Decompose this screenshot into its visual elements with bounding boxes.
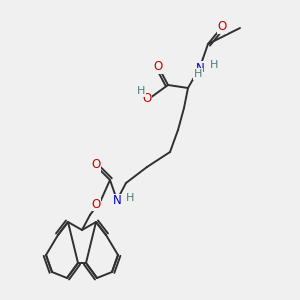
Text: O: O xyxy=(92,197,100,211)
Text: O: O xyxy=(218,20,226,34)
Text: H: H xyxy=(210,60,218,70)
Text: O: O xyxy=(153,61,163,74)
Text: O: O xyxy=(142,92,152,106)
Text: N: N xyxy=(112,194,122,208)
Text: O: O xyxy=(92,158,100,172)
Text: H: H xyxy=(137,86,145,96)
Text: H: H xyxy=(126,193,134,203)
Text: N: N xyxy=(196,61,204,74)
Text: H: H xyxy=(194,69,202,79)
